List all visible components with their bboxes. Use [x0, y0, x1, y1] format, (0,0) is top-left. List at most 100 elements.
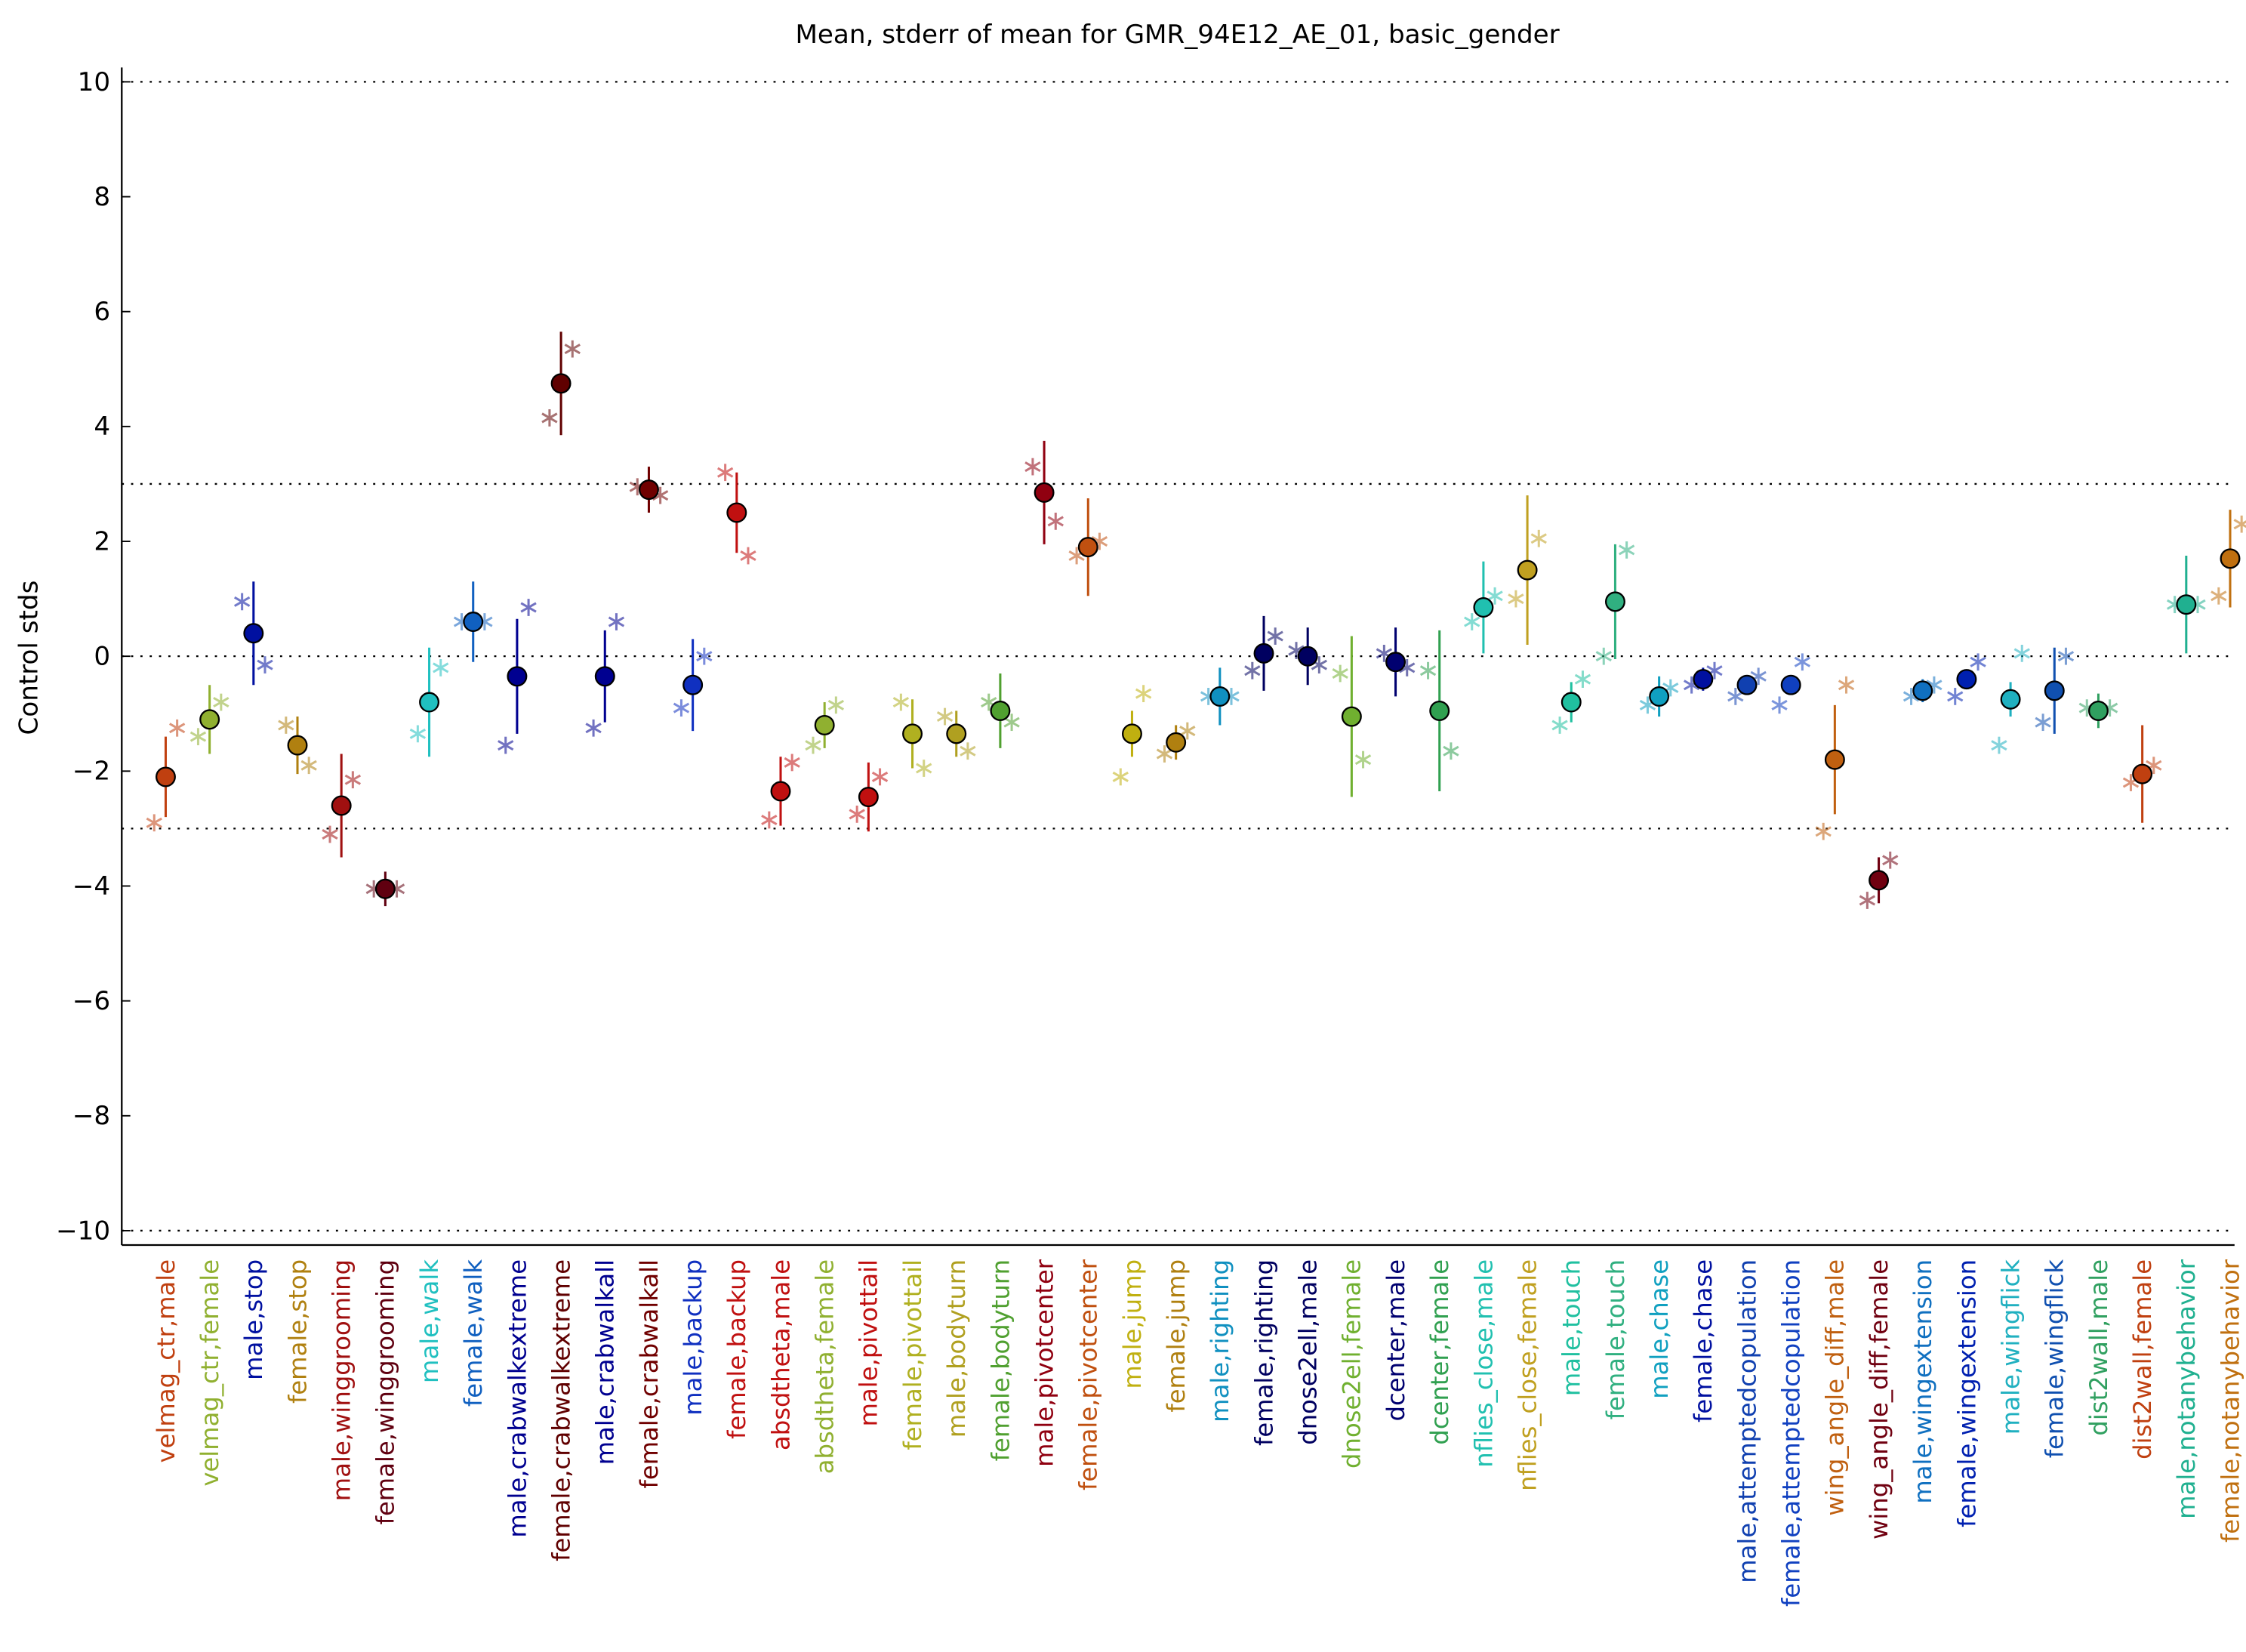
mean-marker [1956, 669, 1977, 690]
mean-marker [726, 502, 747, 523]
star-stroke [1244, 665, 1261, 677]
mean-marker [507, 666, 528, 687]
mean-marker [1604, 591, 1625, 612]
mean-marker [1341, 706, 1362, 727]
star-stroke [344, 774, 362, 785]
mean-marker [1121, 723, 1142, 744]
star-stroke [2211, 590, 2227, 602]
star-marker [146, 814, 162, 832]
star-stroke [1859, 895, 1876, 906]
star-stroke [1112, 771, 1129, 782]
x-tick-label: female,pivotcenter [1074, 1259, 1103, 1490]
star-marker [300, 757, 317, 775]
x-tick-label: nflies_close,female [1513, 1259, 1542, 1491]
x-tick-label: velmag_ctr,female [196, 1259, 224, 1487]
star-stroke [1882, 855, 1899, 866]
x-tick-label: dist2wall,male [2084, 1259, 2113, 1436]
star-stroke [213, 697, 230, 708]
star-marker [784, 754, 800, 772]
star-marker [2013, 644, 2030, 662]
x-tick-label: absdtheta,male [766, 1259, 795, 1450]
mean-marker [2132, 763, 2153, 784]
star-marker [213, 693, 230, 711]
star-stroke [1838, 680, 1855, 691]
star-marker [1332, 664, 1348, 683]
mean-marker [2000, 689, 2021, 710]
y-tick-label: 0 [94, 642, 110, 672]
star-marker [1991, 736, 2007, 754]
mean-marker [243, 623, 264, 644]
mean-marker [199, 709, 220, 730]
star-stroke [257, 659, 273, 670]
star-stroke [1947, 691, 1964, 702]
mean-marker [2176, 594, 2197, 615]
star-marker [1003, 714, 1020, 732]
mean-marker [1780, 674, 1801, 695]
star-stroke [652, 490, 669, 501]
x-tick-label: female,crabwalkall [635, 1259, 664, 1489]
mean-marker [287, 735, 308, 756]
y-tick-label: −6 [72, 986, 110, 1016]
mean-marker [902, 723, 923, 744]
y-tick-label: 2 [94, 526, 110, 556]
star-marker [1267, 627, 1283, 645]
star-stroke [520, 602, 537, 613]
chart-title: Mean, stderr of mean for GMR_94E12_AE_01… [795, 20, 1560, 50]
x-tick-label: wing_angle_diff,female [1865, 1259, 1893, 1540]
star-stroke [322, 829, 338, 840]
star-stroke [805, 740, 821, 751]
x-tick-label: male,wingflick [1996, 1259, 2025, 1435]
star-stroke [168, 723, 186, 734]
star-stroke [2233, 520, 2246, 530]
x-tick-label: male,walk [415, 1259, 444, 1383]
star-stroke [2013, 648, 2030, 659]
mean-marker [155, 766, 176, 787]
star-stroke [827, 699, 845, 710]
star-stroke [981, 697, 997, 708]
star-stroke [1618, 544, 1635, 556]
x-tick-label: female,chase [1689, 1259, 1718, 1422]
star-stroke [189, 731, 207, 742]
y-tick-label: −4 [72, 871, 110, 902]
x-tick-label: dist2wall,female [2128, 1259, 2157, 1459]
star-stroke [1530, 533, 1547, 544]
mean-marker [374, 878, 396, 899]
x-tick-label: female,wingextension [1952, 1259, 1981, 1527]
star-stroke [761, 814, 778, 825]
star-stroke [564, 344, 581, 355]
mean-marker [2087, 700, 2109, 721]
star-stroke [541, 412, 558, 424]
y-tick-label: 8 [94, 182, 110, 212]
star-marker [1135, 685, 1152, 703]
star-stroke [1595, 651, 1612, 662]
star-marker [1530, 529, 1547, 547]
y-tick-label: −10 [56, 1216, 110, 1246]
mean-marker [594, 666, 615, 687]
star-stroke [498, 740, 514, 751]
star-marker [892, 693, 910, 711]
mean-marker [990, 700, 1011, 721]
mean-marker [770, 781, 791, 802]
star-stroke [146, 817, 162, 828]
star-marker [916, 760, 932, 777]
star-stroke [2057, 651, 2075, 662]
star-marker [1047, 513, 1064, 530]
x-tick-label: female,wingflick [2041, 1259, 2069, 1459]
mean-marker [1912, 680, 1933, 701]
star-marker [1859, 892, 1876, 909]
star-marker [1838, 676, 1855, 694]
x-tick-label: male,touch [1557, 1259, 1586, 1396]
star-stroke [2035, 717, 2051, 728]
star-stroke [1311, 659, 1328, 670]
star-stroke [1156, 748, 1173, 760]
mean-marker [1209, 686, 1231, 707]
mean-marker [331, 795, 352, 816]
star-marker [1794, 653, 1811, 671]
star-stroke [608, 616, 625, 627]
star-stroke [716, 467, 734, 478]
x-tick-label: female,backup [722, 1259, 751, 1439]
x-tick-label: female,bodyturn [986, 1259, 1015, 1461]
star-stroke [1464, 616, 1480, 627]
star-marker [433, 658, 449, 677]
